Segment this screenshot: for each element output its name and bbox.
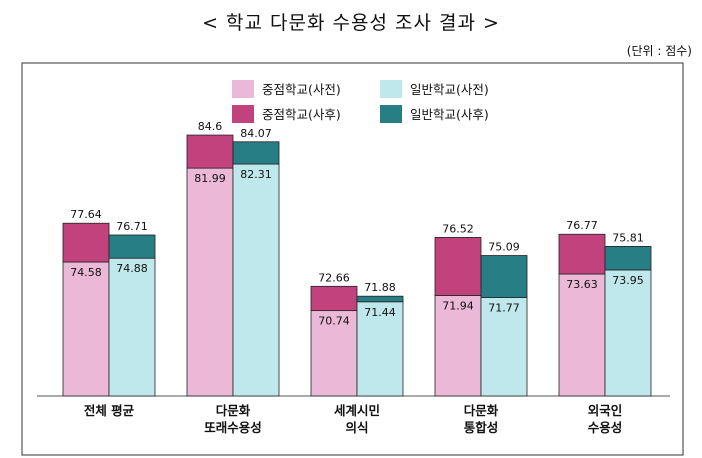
legend-ge-pre-swatch <box>380 80 402 98</box>
bar-jp-post-3 <box>434 237 482 296</box>
legend-ge-pre-label: 일반학교(사전) <box>410 82 489 97</box>
bar-ge-post-2 <box>356 295 404 303</box>
legend-ge-post-label: 일반학교(사후) <box>410 107 489 122</box>
value-labels-layer: 77.64 74.58 76.71 74.88 84.6 81.99 84.07 82.31 7… <box>70 120 644 328</box>
label-jp-post-3: 76.52 <box>442 222 474 235</box>
legend: 중점학교(사전) 일반학교(사전) 중점학교(사후) 일반학교(사후) <box>232 80 489 123</box>
legend-jp-pre-swatch <box>232 80 254 98</box>
label-jp-post-2: 72.66 <box>318 271 350 284</box>
label-jp-pre-2: 70.74 <box>318 315 350 328</box>
label-jp-pre-4: 73.63 <box>566 278 598 291</box>
bar-jp-pre-1 <box>186 167 234 397</box>
unit-note: (단위 : 점수) <box>626 44 692 58</box>
legend-ge-post-swatch <box>380 105 402 123</box>
label-jp-pre-3: 71.94 <box>442 299 474 312</box>
legend-jp-post-label: 중점학교(사후) <box>262 107 341 122</box>
label-jp-pre-0: 74.58 <box>70 266 102 279</box>
chart-title: < 학교 다문화 수용성 조사 결과 > <box>202 12 500 34</box>
label-ge-post-4: 75.81 <box>612 231 644 244</box>
bar-jp-post-4 <box>558 233 606 275</box>
label-ge-post-1: 84.07 <box>240 127 272 140</box>
category-label-3-1: 통합성 <box>464 420 499 435</box>
bar-ge-post-4 <box>604 246 652 271</box>
legend-jp-pre-label: 중점학교(사전) <box>262 82 341 97</box>
bar-jp-pre-2 <box>310 310 358 397</box>
label-jp-post-0: 77.64 <box>70 208 102 221</box>
bars-layer <box>62 134 652 397</box>
bar-jp-post-1 <box>186 134 234 169</box>
chart-frame <box>21 62 684 456</box>
label-ge-post-2: 71.88 <box>364 281 396 294</box>
bar-ge-pre-1 <box>232 163 280 397</box>
label-ge-pre-0: 74.88 <box>116 262 148 275</box>
category-label-4-1: 수용성 <box>588 420 623 435</box>
bar-ge-pre-3 <box>480 297 528 397</box>
label-jp-post-4: 76.77 <box>566 219 598 232</box>
label-ge-pre-3: 71.77 <box>488 302 520 315</box>
label-ge-pre-2: 71.44 <box>364 306 396 319</box>
bar-ge-post-1 <box>232 141 280 165</box>
legend-jp-post-swatch <box>232 105 254 123</box>
label-ge-pre-4: 73.95 <box>612 274 644 287</box>
category-label-0-0: 전체 평균 <box>84 403 135 418</box>
bar-jp-pre-0 <box>62 261 110 397</box>
bar-ge-pre-4 <box>604 269 652 397</box>
bar-ge-post-3 <box>480 255 528 298</box>
bar-jp-pre-3 <box>434 295 482 397</box>
label-ge-post-0: 76.71 <box>116 220 148 233</box>
category-label-4-0: 외국인 <box>588 403 623 418</box>
bar-ge-pre-0 <box>108 257 156 397</box>
bar-jp-post-0 <box>62 222 110 263</box>
category-label-2-1: 의식 <box>345 420 368 435</box>
bar-ge-post-0 <box>108 234 156 259</box>
category-label-1-1: 또래수용성 <box>204 420 262 435</box>
category-label-3-0: 다문화 <box>464 403 499 418</box>
category-label-1-0: 다문화 <box>216 403 251 418</box>
category-label-2-0: 세계시민 <box>334 403 380 418</box>
label-jp-post-1: 84.6 <box>198 120 223 133</box>
bar-jp-post-2 <box>310 285 358 312</box>
label-jp-pre-1: 81.99 <box>194 172 226 185</box>
bar-jp-pre-4 <box>558 273 606 397</box>
label-ge-pre-1: 82.31 <box>240 168 272 181</box>
label-ge-post-3: 75.09 <box>488 241 520 254</box>
